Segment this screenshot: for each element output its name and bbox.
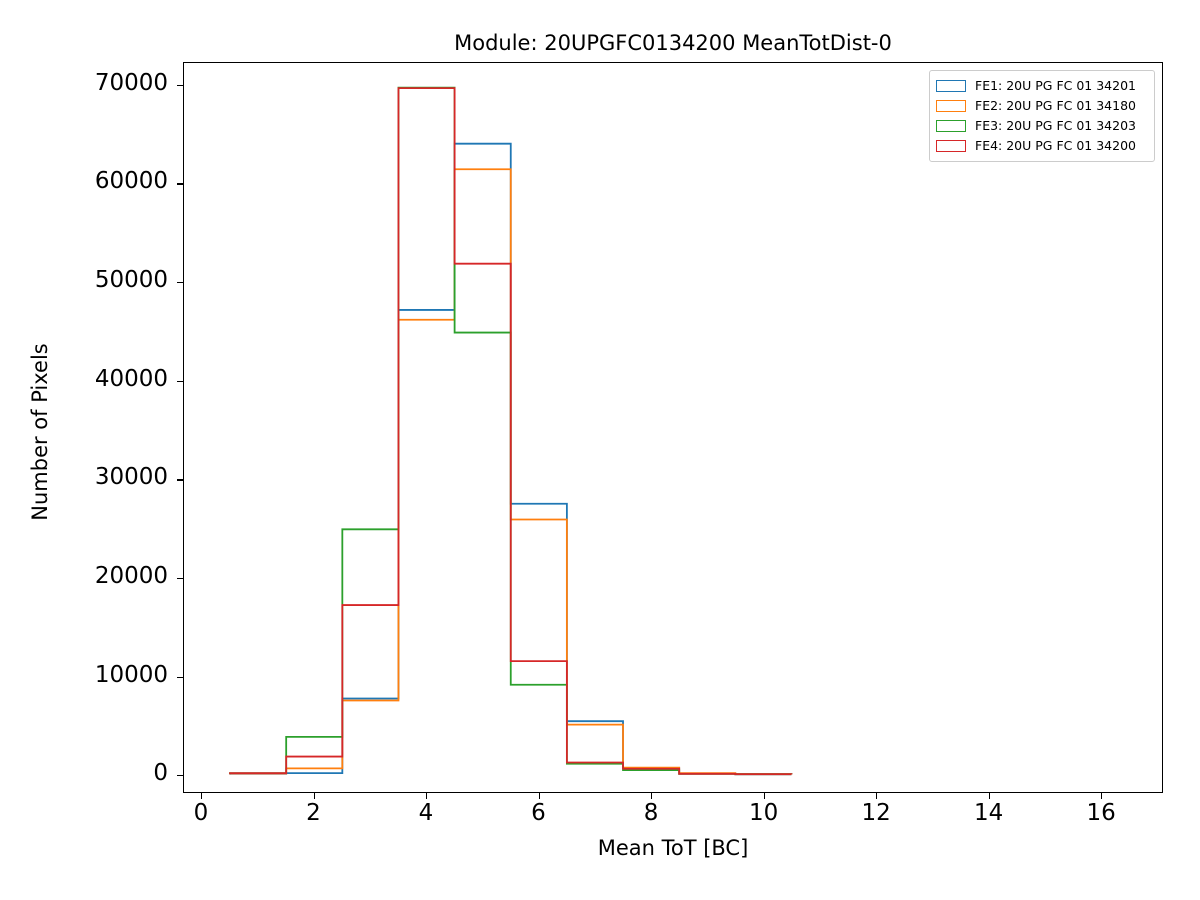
x-tick-mark (651, 793, 653, 799)
legend-swatch-icon (936, 100, 966, 112)
legend-item-4[interactable]: FE4: 20U PG FC 01 34200 (936, 136, 1148, 156)
x-tick-label: 16 (1086, 800, 1116, 826)
y-tick-mark (177, 577, 183, 580)
x-axis-label: Mean ToT [BC] (597, 836, 749, 860)
x-tick-label: 14 (973, 800, 1004, 826)
legend-item-2[interactable]: FE2: 20U PG FC 01 34180 (936, 96, 1148, 116)
chart-legend: FE1: 20U PG FC 01 34201 FE2: 20U PG FC 01… (929, 70, 1155, 162)
y-tick-mark (177, 380, 183, 382)
y-tick-mark (177, 676, 183, 678)
legend-swatch-icon (936, 140, 966, 152)
y-tick-label: 20000 (94, 562, 168, 589)
y-tick-label: 70000 (94, 69, 168, 96)
x-tick-mark (1101, 793, 1103, 799)
y-tick-label: 10000 (94, 661, 168, 688)
x-tick-mark (201, 793, 203, 799)
y-tick-label: 50000 (94, 267, 168, 293)
x-tick-mark (426, 793, 428, 799)
x-tick-label: 2 (306, 800, 321, 826)
x-tick-mark (763, 793, 765, 799)
legend-item-label: FE2: 20U PG FC 01 34180 (975, 98, 1136, 113)
plot-area (183, 62, 1163, 793)
y-tick-label: 0 (153, 760, 168, 787)
y-tick-mark (177, 479, 183, 481)
chart-title: Module: 20UPGFC0134200 MeanTotDist-0 (454, 31, 892, 55)
y-tick-mark (177, 775, 183, 777)
y-tick-label: 40000 (94, 365, 168, 392)
legend-item-label: FE4: 20U PG FC 01 34200 (975, 138, 1136, 153)
x-tick-mark (538, 793, 540, 799)
legend-item-1[interactable]: FE1: 20U PG FC 01 34201 (936, 76, 1148, 96)
x-tick-label: 4 (418, 800, 434, 826)
x-tick-label: 10 (748, 800, 779, 826)
x-tick-label: 6 (531, 800, 546, 826)
histogram-series-4 (230, 88, 791, 774)
y-tick-label: 30000 (94, 464, 168, 491)
y-tick-label: 60000 (94, 168, 168, 195)
y-axis-label: Number of Pixels (28, 343, 52, 521)
x-tick-label: 0 (193, 800, 209, 826)
legend-item-label: FE1: 20U PG FC 01 34201 (975, 78, 1136, 93)
y-tick-mark (177, 84, 183, 86)
x-tick-mark (876, 793, 878, 799)
legend-swatch-icon (936, 80, 966, 92)
x-tick-label: 8 (643, 800, 659, 826)
legend-item-label: FE3: 20U PG FC 01 34203 (975, 118, 1136, 133)
legend-item-3[interactable]: FE3: 20U PG FC 01 34203 (936, 116, 1148, 136)
histogram-svg (184, 63, 1162, 792)
x-tick-mark (988, 793, 990, 799)
legend-swatch-icon (936, 120, 966, 132)
y-tick-mark (177, 183, 183, 185)
y-tick-mark (177, 282, 183, 284)
x-tick-label: 12 (861, 800, 891, 826)
x-tick-mark (313, 793, 315, 799)
